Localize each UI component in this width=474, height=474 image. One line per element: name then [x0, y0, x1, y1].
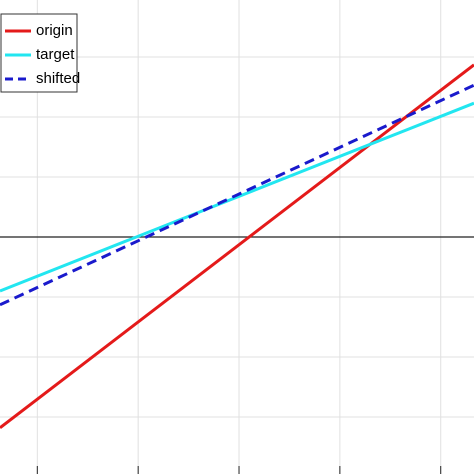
legend-label: target	[36, 46, 75, 63]
legend-label: origin	[36, 22, 73, 39]
series-line	[0, 83, 474, 307]
series-line	[0, 63, 474, 429]
series-line	[0, 101, 474, 293]
legend-box	[0, 13, 78, 93]
legend-label: shifted	[36, 70, 80, 87]
